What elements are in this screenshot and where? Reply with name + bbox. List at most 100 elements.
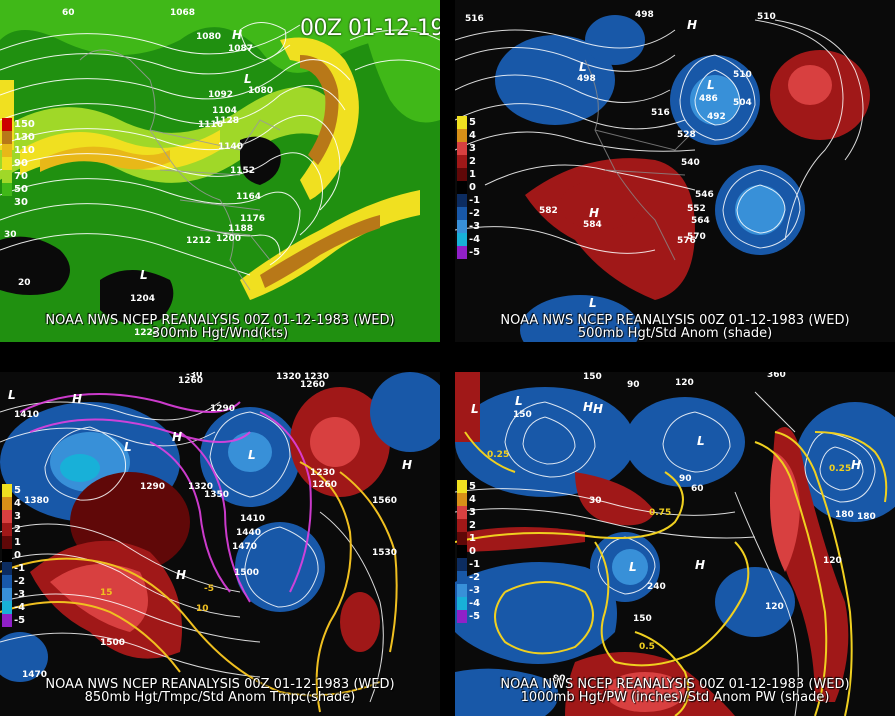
legend-label: 50 — [14, 184, 28, 195]
legend-row: 3 — [457, 142, 480, 155]
legend-swatch — [457, 129, 467, 142]
contour-label: 1080 — [196, 32, 222, 42]
legend-label: 4 — [14, 498, 21, 509]
legend-swatch — [2, 588, 12, 601]
legend-row: 4 — [457, 493, 480, 506]
legend-row: 5 — [457, 116, 480, 129]
legend-row: 3 — [457, 506, 480, 519]
high-marker: H — [687, 18, 698, 32]
caption-line1: NOAA NWS NCEP REANALYSIS 00Z 01-12-1983 … — [500, 313, 850, 328]
legend-label: 1 — [14, 537, 21, 548]
legend-swatch — [2, 170, 12, 183]
color-legend-300mb: 150 130 110 90 70 50 30 — [2, 118, 35, 209]
map-panel-1000mb: 5 4 3 2 1 0 -1 -2 -3 -4 -5 L H L H L H L… — [455, 372, 895, 716]
lat-label: 20 — [18, 278, 31, 288]
contour-label: 498 — [635, 10, 654, 20]
legend-label: 30 — [14, 197, 28, 208]
temp-label: -5 — [204, 584, 214, 594]
low-marker: L — [124, 440, 132, 454]
legend-label: 3 — [14, 511, 21, 522]
legend-row: -2 — [457, 571, 480, 584]
contour-label: 1087 — [228, 44, 254, 54]
map-panel-300mb: 00Z 01-12-1983 (WED) 150 130 110 90 70 5… — [0, 0, 440, 342]
contour-label: 1440 — [236, 528, 262, 538]
contour-label: 1224 — [134, 328, 160, 338]
contour-label: 90 — [679, 474, 692, 484]
legend-swatch — [2, 536, 12, 549]
legend-row: -2 — [457, 207, 480, 220]
legend-label: -4 — [14, 602, 26, 613]
legend-row: 1 — [457, 168, 480, 181]
legend-row: 110 — [2, 144, 35, 157]
map-500mb-graphic — [455, 0, 895, 342]
legend-label: -1 — [469, 195, 481, 206]
contour-label: 240 — [647, 582, 666, 592]
caption-line2: 1000mb Hgt/PW (inches)/Std Anom PW (shad… — [520, 690, 830, 705]
map-panel-850mb: 5 4 3 2 1 0 -1 -2 -3 -4 -5 L H L H L H H… — [0, 372, 440, 716]
color-legend-500mb: 5 4 3 2 1 0 -1 -2 -3 -4 -5 — [457, 116, 480, 259]
contour-label: 1260 — [178, 376, 204, 386]
pw-label: 0.5 — [639, 642, 655, 652]
caption-line1: NOAA NWS NCEP REANALYSIS 00Z 01-12-1983 … — [500, 677, 850, 692]
high-marker: H — [695, 558, 706, 572]
legend-swatch — [2, 183, 12, 196]
legend-label: 2 — [469, 520, 476, 531]
contour-label: 1500 — [234, 568, 260, 578]
contour-label: 1128 — [214, 116, 240, 126]
legend-row: 1 — [457, 532, 480, 545]
contour-label: 486 — [699, 94, 718, 104]
legend-row: 4 — [2, 497, 25, 510]
legend-swatch — [457, 506, 467, 519]
legend-swatch — [457, 571, 467, 584]
contour-label: 1092 — [208, 90, 234, 100]
legend-swatch — [2, 523, 12, 536]
contour-label: 1260 — [300, 380, 326, 390]
legend-row: -4 — [457, 597, 480, 610]
contour-label: 1104 — [212, 106, 238, 116]
legend-label: -2 — [14, 576, 26, 587]
legend-row: 2 — [457, 519, 480, 532]
legend-row: -5 — [2, 614, 25, 627]
legend-label: 4 — [469, 130, 476, 141]
caption-line1: NOAA NWS NCEP REANALYSIS 00Z 01-12-1983 … — [45, 313, 395, 328]
contour-label: 570 — [687, 232, 706, 242]
temp-label: 15 — [100, 588, 113, 598]
contour-label: 540 — [681, 158, 700, 168]
contour-label: 492 — [707, 112, 726, 122]
legend-swatch — [2, 157, 12, 170]
contour-label: 1320 — [276, 372, 302, 382]
legend-label: -5 — [469, 247, 481, 258]
legend-row: -3 — [2, 588, 25, 601]
legend-swatch — [457, 610, 467, 623]
legend-row: -1 — [457, 194, 480, 207]
high-marker: H — [589, 206, 600, 220]
legend-swatch — [457, 116, 467, 129]
low-marker: L — [629, 560, 637, 574]
legend-swatch — [2, 575, 12, 588]
legend-swatch — [457, 233, 467, 246]
map-300mb-graphic — [0, 0, 440, 342]
legend-label: 0 — [14, 550, 21, 561]
legend-row: -4 — [457, 233, 480, 246]
contour-label: 576 — [677, 236, 696, 246]
contour-label: 1212 — [186, 236, 212, 246]
contour-label: 516 — [465, 14, 484, 24]
legend-swatch — [2, 144, 12, 157]
contour-label: 1080 — [248, 86, 274, 96]
legend-label: -3 — [14, 589, 26, 600]
legend-label: -1 — [14, 563, 26, 574]
main-title: 00Z 01-12-1983 (WED) — [300, 16, 440, 41]
contour-label: 150 — [633, 614, 652, 624]
legend-swatch — [457, 532, 467, 545]
legend-row: -5 — [457, 610, 480, 623]
legend-label: 0 — [469, 182, 476, 193]
contour-label: 1410 — [240, 514, 266, 524]
contour-label: 504 — [733, 98, 752, 108]
contour-label: 584 — [583, 220, 602, 230]
pw-label: 0.25 — [487, 450, 510, 460]
legend-label: 70 — [14, 171, 28, 182]
contour-label: 120 — [675, 378, 694, 388]
high-marker: H — [172, 430, 183, 444]
legend-label: 2 — [14, 524, 21, 535]
high-marker: H — [232, 28, 243, 42]
